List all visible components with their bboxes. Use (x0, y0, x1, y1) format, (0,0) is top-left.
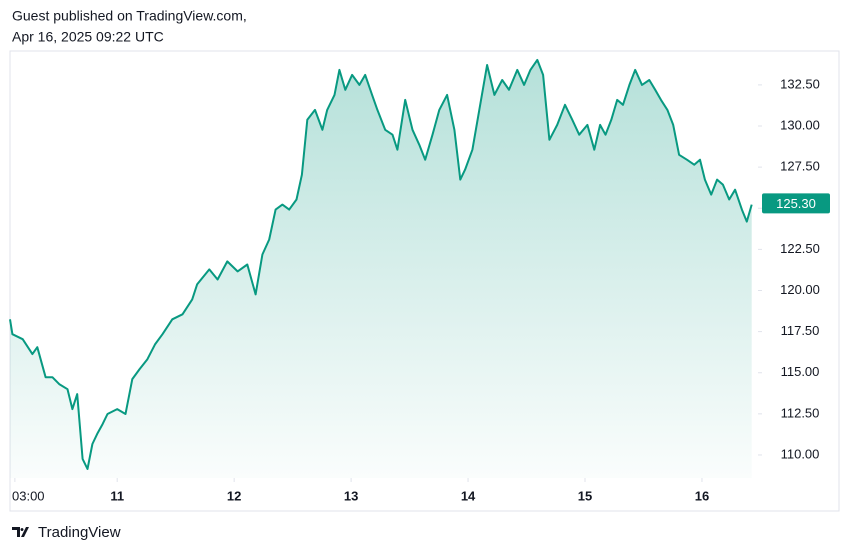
y-tick-label: 115.00 (781, 364, 820, 379)
y-tick-label: 110.00 (781, 446, 820, 461)
last-price-label: 125.30 (776, 196, 816, 211)
price-line (9, 58, 753, 470)
x-tick-label: 13 (344, 488, 358, 503)
last-price-box (762, 193, 830, 214)
y-tick-label: 130.00 (780, 117, 820, 132)
x-tick-label: 15 (578, 488, 592, 503)
x-tick-label: 12 (227, 488, 241, 503)
x-tick-label: 14 (461, 488, 476, 503)
area-fill (10, 59, 752, 479)
x-tick-label: 03:00 (12, 488, 45, 503)
y-tick-label: 120.00 (780, 282, 820, 297)
y-tick-label: 112.50 (781, 405, 820, 420)
logo (12, 527, 29, 537)
y-tick-label: 132.50 (780, 76, 820, 91)
brand: TradingView (38, 524, 121, 541)
y-tick-label: 127.50 (780, 159, 820, 174)
header-line: Guest published on TradingView.com, (12, 8, 247, 24)
y-tick-label: 122.50 (780, 241, 820, 256)
chart-frame (9, 50, 840, 512)
x-tick-label: 11 (110, 488, 124, 503)
y-tick-label: 117.50 (781, 323, 820, 338)
header-line: Apr 16, 2025 09:22 UTC (12, 29, 164, 45)
x-tick-label: 16 (695, 488, 709, 503)
